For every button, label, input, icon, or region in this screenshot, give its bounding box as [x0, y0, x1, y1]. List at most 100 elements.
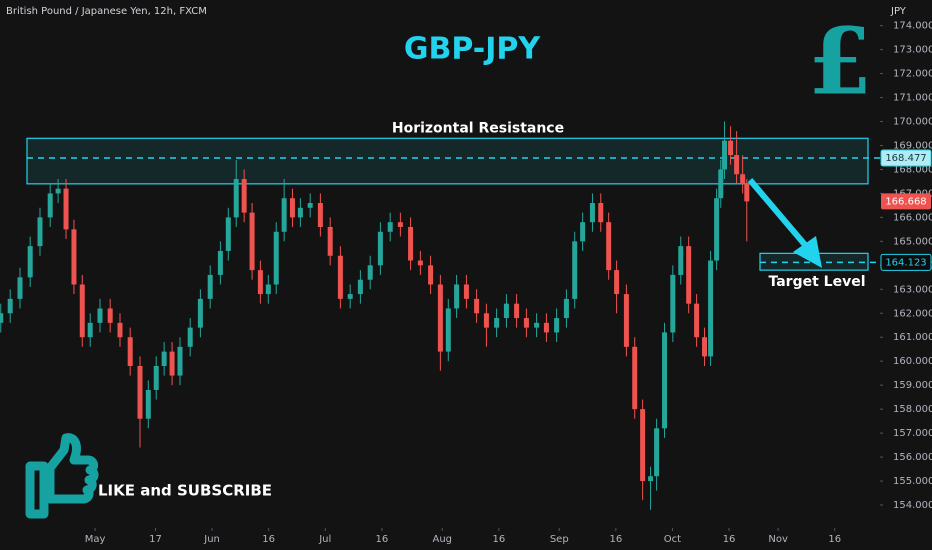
candle-body [614, 270, 620, 295]
candle-body [387, 222, 393, 232]
candle-body [87, 322, 93, 338]
candle-body [377, 231, 383, 266]
candle-body [37, 217, 43, 247]
y-tick-label: 169.000 [893, 140, 932, 151]
candle-body [474, 298, 480, 314]
resistance-label: Horizontal Resistance [392, 120, 564, 136]
candle-body [281, 198, 287, 232]
candle-body [503, 303, 509, 319]
candle-body [417, 260, 423, 266]
y-tick-label: 158.000 [893, 404, 932, 415]
symbol-line: British Pound / Japanese Yen, 12h, FXCM [6, 6, 207, 17]
y-tick-label: 173.000 [893, 45, 932, 56]
candle-body [554, 318, 560, 333]
resistance-zone [26, 137, 869, 185]
x-tick-label: May [85, 534, 106, 545]
y-tick-label: 174.000 [893, 21, 932, 32]
candle-body [428, 265, 434, 285]
candle-body [47, 193, 53, 218]
candle-body [494, 318, 500, 328]
x-tick-label: 17 [149, 534, 162, 545]
candle-body [714, 198, 720, 261]
candle-body [347, 294, 353, 299]
y-tick-label: 161.000 [893, 332, 932, 343]
candle-body [514, 303, 520, 319]
candle-body [225, 217, 231, 251]
candle-body [233, 179, 239, 218]
candle-body [722, 140, 728, 170]
candle-body [63, 188, 69, 230]
candle-body [463, 284, 469, 299]
candle-body [55, 188, 61, 194]
resistance-price-label: 168.477 [885, 153, 926, 164]
candle-body [408, 226, 414, 261]
candle-body [702, 337, 708, 357]
candle-body [17, 277, 23, 299]
currency: JPY [890, 6, 907, 17]
candle-body [187, 327, 193, 347]
candle-body [217, 250, 223, 275]
candle-body [273, 231, 279, 285]
y-tick-label: 160.000 [893, 356, 932, 367]
candle-body [337, 255, 343, 299]
candle-body [71, 229, 77, 285]
candle-body [640, 409, 646, 482]
candle-body [177, 346, 183, 376]
candle-body [241, 179, 247, 213]
candle-body [580, 222, 586, 242]
resistance-price-box [880, 149, 932, 167]
candle-body [0, 313, 4, 323]
y-tick-label: 159.000 [893, 380, 932, 391]
thumb-hand [45, 433, 99, 504]
target-price-box [880, 253, 932, 271]
candle-body [694, 303, 700, 338]
candle-body [563, 298, 569, 319]
x-tick-label: 16 [609, 534, 622, 545]
thumb-cuff [25, 461, 49, 519]
candle-body [728, 140, 734, 156]
cta-text: LIKE and SUBSCRIBE [98, 482, 272, 500]
candle-body [670, 274, 676, 333]
x-tick-label: 16 [376, 534, 389, 545]
y-tick-label: 165.000 [893, 236, 932, 247]
candle-body [127, 337, 133, 366]
candles [0, 121, 750, 510]
candle-body [598, 203, 604, 223]
candle-body [357, 279, 363, 295]
candle-body [197, 298, 203, 328]
candle-body [289, 198, 295, 218]
candle-body [589, 203, 595, 223]
candle-body [543, 322, 549, 333]
candle-body [97, 308, 103, 323]
y-tick-label: 154.000 [893, 500, 932, 511]
arrow-head [793, 236, 822, 268]
candle-body [265, 284, 271, 295]
x-tick-label: Nov [768, 534, 788, 545]
candle-body [718, 169, 724, 199]
candle-body [161, 351, 167, 366]
x-tick-label: 16 [493, 534, 506, 545]
candle-body [623, 294, 629, 347]
candle-body [708, 260, 714, 357]
chart-title: GBP-JPY [404, 32, 542, 67]
candle-body [117, 322, 123, 338]
x-tick-label: Oct [664, 534, 681, 545]
target-label: Target Level [768, 274, 865, 290]
candle-body [678, 246, 684, 275]
candle-body [654, 428, 660, 477]
candle-body [27, 246, 33, 278]
candle-body [153, 365, 159, 390]
candle-body [367, 265, 373, 280]
candle-body [397, 222, 403, 227]
candle-body [523, 318, 529, 328]
candle-body [145, 389, 151, 419]
y-tick-label: 170.000 [893, 117, 932, 128]
candle-body [317, 203, 323, 227]
candle-body [744, 183, 750, 202]
y-tick-label: 168.000 [893, 164, 932, 175]
y-tick-label: 172.000 [893, 69, 932, 80]
candle-body [437, 284, 443, 352]
candle-body [169, 351, 175, 376]
y-tick-label: 171.000 [893, 93, 932, 104]
